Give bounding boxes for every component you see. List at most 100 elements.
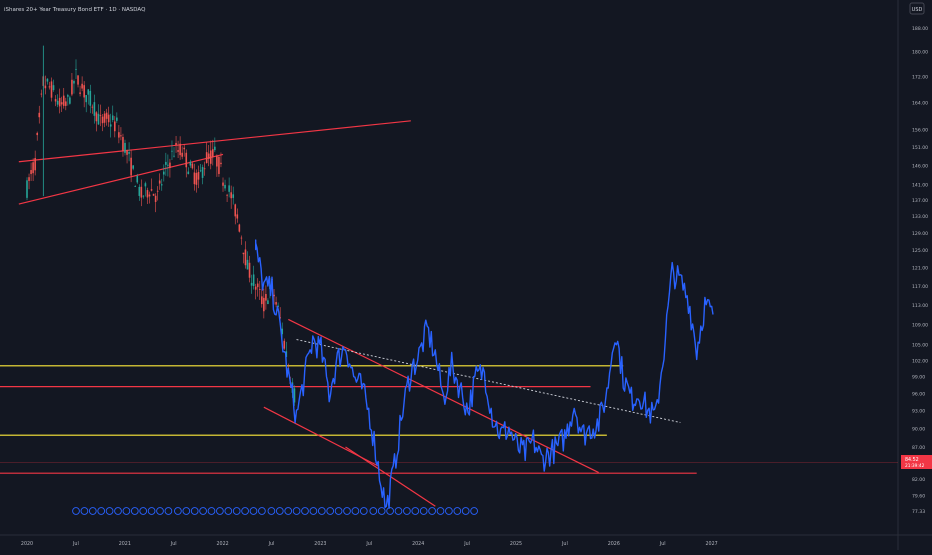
- candle-body: [77, 75, 79, 85]
- event-circle[interactable]: [394, 507, 403, 515]
- event-circle[interactable]: [369, 507, 378, 515]
- event-circle[interactable]: [241, 507, 249, 515]
- dotted-lines[interactable]: [296, 339, 681, 423]
- event-circle[interactable]: [359, 507, 368, 515]
- event-circle[interactable]: [249, 507, 258, 515]
- event-circle[interactable]: [72, 507, 80, 515]
- event-circle[interactable]: [461, 507, 470, 515]
- candle-body: [58, 97, 61, 107]
- price-tick-label: 117.00: [912, 284, 928, 290]
- candle-body: [211, 149, 214, 157]
- price-tick-label: 77.33: [912, 509, 925, 515]
- candle-body: [263, 297, 265, 312]
- event-circle[interactable]: [419, 507, 428, 515]
- dotted-trendline[interactable]: [296, 339, 681, 423]
- projection-series: [255, 239, 714, 509]
- event-circle[interactable]: [284, 507, 293, 515]
- event-circle[interactable]: [267, 507, 276, 515]
- event-circle[interactable]: [275, 507, 284, 515]
- time-tick-label: 2024: [412, 541, 424, 547]
- price-tick-label: 79.60: [912, 493, 925, 499]
- horizontal-lines[interactable]: [0, 365, 898, 474]
- event-circle[interactable]: [156, 507, 164, 515]
- candle-body: [220, 162, 222, 165]
- candle-body: [254, 286, 257, 290]
- event-circle[interactable]: [97, 507, 106, 515]
- candle-body: [124, 142, 126, 153]
- candle-body: [44, 85, 47, 89]
- currency-button[interactable]: USD: [909, 2, 925, 15]
- candle-body: [177, 150, 179, 152]
- event-circle[interactable]: [122, 507, 131, 515]
- event-circle[interactable]: [224, 507, 233, 515]
- event-circle[interactable]: [436, 507, 445, 515]
- price-tick-label: 180.00: [912, 50, 928, 56]
- event-circle[interactable]: [216, 507, 224, 515]
- price-tick-label: 125.00: [912, 248, 928, 254]
- event-circle[interactable]: [301, 507, 309, 515]
- event-circle[interactable]: [309, 507, 318, 515]
- event-circle[interactable]: [88, 507, 97, 515]
- candle-body: [224, 184, 226, 189]
- time-axis[interactable]: 2020 Jul 2021 Jul 2022 Jul 2023 Jul 2024 Jul 2025 J…: [21, 541, 718, 547]
- event-circle[interactable]: [207, 507, 216, 515]
- candle-body: [134, 186, 137, 187]
- candle-body: [105, 112, 108, 119]
- last-price-value: 84.52: [905, 457, 919, 463]
- candle-body: [144, 183, 147, 187]
- candle-body: [87, 89, 90, 95]
- candle-body: [261, 296, 263, 305]
- event-circle[interactable]: [147, 507, 156, 515]
- time-tick-label: 2026: [608, 541, 620, 547]
- event-circle[interactable]: [428, 507, 436, 515]
- event-circle[interactable]: [114, 507, 122, 515]
- event-circle[interactable]: [139, 507, 148, 515]
- event-circle[interactable]: [317, 507, 326, 515]
- candle-body: [199, 170, 202, 172]
- candle-body: [232, 194, 235, 198]
- event-circle[interactable]: [130, 507, 139, 515]
- event-circle[interactable]: [258, 507, 266, 515]
- event-circle[interactable]: [351, 507, 360, 515]
- event-circle[interactable]: [105, 507, 114, 515]
- event-circle[interactable]: [334, 507, 343, 515]
- candle-body: [97, 113, 100, 125]
- currency-box: [909, 2, 925, 15]
- event-circle[interactable]: [453, 507, 462, 515]
- trendline[interactable]: [18, 153, 224, 205]
- candle-body: [234, 204, 237, 217]
- event-circle[interactable]: [377, 507, 386, 515]
- event-circle[interactable]: [199, 507, 207, 515]
- event-markers[interactable]: [72, 507, 478, 515]
- candle-body: [32, 162, 34, 174]
- event-circle[interactable]: [470, 507, 478, 515]
- last-price-timer: 21:39:42: [905, 463, 925, 469]
- price-tick-label: 99.00: [912, 375, 925, 381]
- event-circle[interactable]: [174, 507, 182, 515]
- event-circle[interactable]: [232, 507, 241, 515]
- event-circle[interactable]: [182, 507, 191, 515]
- candle-body: [81, 83, 83, 89]
- event-circle[interactable]: [80, 507, 89, 515]
- event-circle[interactable]: [343, 507, 351, 515]
- candle-body: [103, 113, 106, 123]
- candle-body: [252, 274, 255, 287]
- candle-body: [109, 124, 112, 127]
- last-price-tag: 84.52 21:39:42: [901, 455, 932, 469]
- event-circle[interactable]: [292, 507, 301, 515]
- event-circle[interactable]: [411, 507, 420, 515]
- event-circle[interactable]: [386, 507, 394, 515]
- candle-body: [203, 168, 206, 170]
- event-circle[interactable]: [190, 507, 199, 515]
- time-tick-label: 2020: [21, 541, 33, 547]
- price-tick-label: 109.00: [912, 322, 928, 328]
- price-tick-label: 102.00: [912, 359, 928, 365]
- candle-body: [136, 175, 139, 183]
- candle-body: [107, 114, 110, 123]
- event-circle[interactable]: [326, 507, 335, 515]
- event-circle[interactable]: [164, 507, 173, 515]
- event-circle[interactable]: [403, 507, 411, 515]
- event-circle[interactable]: [445, 507, 453, 515]
